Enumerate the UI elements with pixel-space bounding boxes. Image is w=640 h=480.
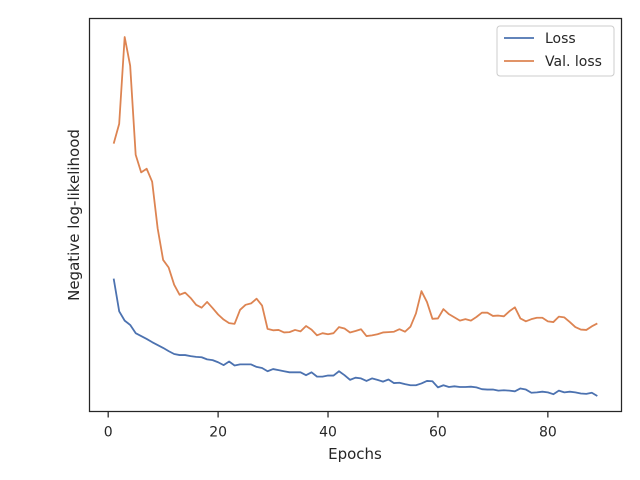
x-axis-title: Epochs xyxy=(328,445,382,463)
y-axis-title: Negative log-likelihood xyxy=(65,129,83,301)
x-tick-label: 20 xyxy=(209,425,227,441)
x-axis-ticks: 0 20 40 60 80 xyxy=(104,411,557,441)
legend-label-val-loss: Val. loss xyxy=(545,54,602,70)
series-line-loss xyxy=(112,278,598,397)
legend: Loss Val. loss xyxy=(496,25,615,77)
x-tick-label: 60 xyxy=(429,425,447,441)
x-tick-label: 40 xyxy=(319,425,337,441)
series-lines xyxy=(112,36,598,397)
series-line-val-loss xyxy=(112,36,598,337)
x-tick-label: 0 xyxy=(104,425,113,441)
legend-label-loss: Loss xyxy=(545,31,576,47)
x-tick-label: 80 xyxy=(539,425,557,441)
plot-frame xyxy=(88,17,623,413)
